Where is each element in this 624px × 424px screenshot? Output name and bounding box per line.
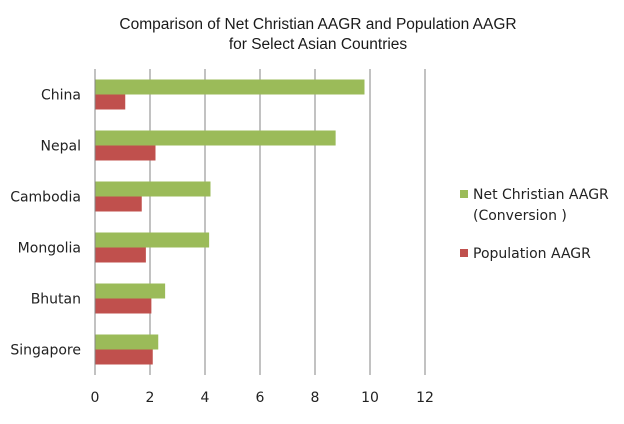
category-label-mongolia: Mongolia — [18, 241, 81, 257]
x-tick-label-4: 4 — [201, 390, 210, 406]
category-label-china: China — [41, 88, 81, 104]
legend-label-series-0-line-1: (Conversion ) — [473, 208, 567, 224]
legend: Net Christian AAGR (Conversion ) Populatio… — [460, 187, 609, 262]
category-labels: China Nepal Cambodia Mongolia Bhutan Singapor… — [10, 88, 81, 359]
legend-swatch-series-0 — [460, 190, 468, 198]
bar-mongolia-series-0 — [95, 232, 210, 248]
bars — [95, 79, 365, 365]
chart-title-line-1: Comparison of Net Christian AAGR and Pop… — [119, 16, 516, 33]
legend-swatch-series-1 — [460, 249, 468, 257]
bar-cambodia-series-0 — [95, 181, 211, 197]
category-label-bhutan: Bhutan — [31, 292, 81, 308]
x-tick-label-6: 6 — [256, 390, 265, 406]
x-tick-label-0: 0 — [91, 390, 100, 406]
category-label-nepal: Nepal — [41, 139, 81, 155]
category-label-singapore: Singapore — [10, 343, 81, 359]
chart-title: Comparison of Net Christian AAGR and Pop… — [119, 16, 516, 53]
category-label-cambodia: Cambodia — [10, 190, 81, 206]
gridlines — [149, 69, 426, 375]
bar-nepal-series-0 — [95, 130, 336, 146]
bar-singapore-series-0 — [95, 334, 159, 350]
x-tick-label-2: 2 — [146, 390, 155, 406]
bar-cambodia-series-1 — [95, 196, 142, 212]
bar-china-series-1 — [95, 94, 126, 110]
x-tick-label-8: 8 — [311, 390, 320, 406]
bar-nepal-series-1 — [95, 145, 156, 161]
legend-label-series-0-line-0: Net Christian AAGR — [473, 187, 609, 203]
x-tick-label-10: 10 — [361, 390, 379, 406]
legend-label-series-1-line-0: Population AAGR — [473, 246, 591, 262]
bar-bhutan-series-0 — [95, 283, 166, 299]
chart-title-line-2: for Select Asian Countries — [229, 36, 408, 53]
bar-singapore-series-1 — [95, 349, 153, 365]
bar-mongolia-series-1 — [95, 247, 146, 263]
bar-china-series-0 — [95, 79, 365, 95]
bar-bhutan-series-1 — [95, 298, 152, 314]
x-tick-labels: 0 2 4 6 8 10 12 — [91, 390, 434, 406]
x-tick-label-12: 12 — [416, 390, 434, 406]
